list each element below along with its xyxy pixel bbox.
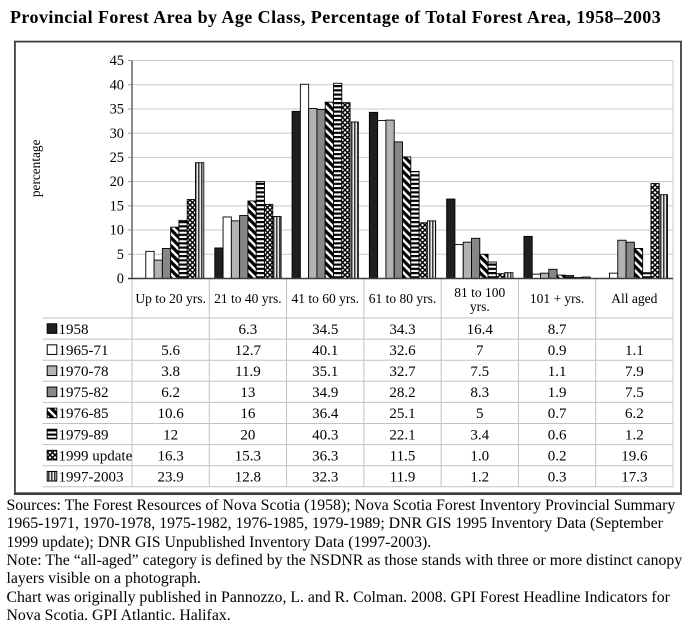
svg-text:All aged: All aged [611, 291, 657, 306]
svg-text:7: 7 [476, 343, 484, 359]
svg-text:41 to 60 yrs.: 41 to 60 yrs. [291, 291, 359, 306]
svg-text:1965-71: 1965-71 [59, 343, 109, 359]
svg-text:32.3: 32.3 [312, 469, 338, 485]
svg-text:1.2: 1.2 [625, 427, 644, 443]
svg-text:1997-2003: 1997-2003 [59, 469, 124, 485]
svg-text:10.6: 10.6 [158, 406, 185, 422]
svg-text:32.7: 32.7 [389, 364, 416, 380]
svg-text:percentage: percentage [28, 139, 43, 197]
svg-text:20: 20 [240, 427, 255, 443]
svg-text:23.9: 23.9 [158, 469, 184, 485]
svg-text:0: 0 [117, 271, 124, 287]
svg-text:7.5: 7.5 [625, 385, 644, 401]
svg-text:81 to 100: 81 to 100 [454, 285, 505, 300]
svg-text:0.3: 0.3 [548, 469, 567, 485]
svg-text:6.2: 6.2 [625, 406, 644, 422]
svg-text:61 to 80 yrs.: 61 to 80 yrs. [369, 291, 437, 306]
svg-text:15.3: 15.3 [235, 448, 261, 464]
svg-text:1.1: 1.1 [548, 364, 567, 380]
svg-text:1999 update: 1999 update [59, 448, 133, 464]
svg-text:34.9: 34.9 [312, 385, 338, 401]
svg-text:11.5: 11.5 [390, 448, 416, 464]
svg-text:16: 16 [240, 406, 256, 422]
svg-text:35: 35 [110, 102, 124, 118]
svg-text:22.1: 22.1 [389, 427, 415, 443]
svg-text:Up to 20 yrs.: Up to 20 yrs. [135, 291, 206, 306]
svg-text:7.5: 7.5 [470, 364, 489, 380]
svg-text:0.6: 0.6 [548, 427, 567, 443]
svg-text:32.6: 32.6 [389, 343, 416, 359]
svg-text:101 + yrs.: 101 + yrs. [530, 291, 585, 306]
svg-text:1958: 1958 [59, 322, 89, 338]
svg-text:17.3: 17.3 [621, 469, 647, 485]
svg-text:13: 13 [240, 385, 255, 401]
svg-text:5.6: 5.6 [161, 343, 180, 359]
svg-text:40.3: 40.3 [312, 427, 338, 443]
svg-text:1975-82: 1975-82 [59, 385, 109, 401]
svg-text:1970-78: 1970-78 [59, 364, 109, 380]
svg-text:21 to 40 yrs.: 21 to 40 yrs. [214, 291, 282, 306]
svg-text:40.1: 40.1 [312, 343, 338, 359]
svg-text:7.9: 7.9 [625, 364, 644, 380]
svg-text:1.9: 1.9 [548, 385, 567, 401]
svg-text:6.2: 6.2 [161, 385, 180, 401]
svg-text:0.7: 0.7 [548, 406, 567, 422]
svg-text:34.3: 34.3 [389, 322, 415, 338]
svg-text:12.8: 12.8 [235, 469, 261, 485]
svg-text:3.8: 3.8 [161, 364, 180, 380]
svg-text:20: 20 [110, 174, 124, 190]
svg-text:35.1: 35.1 [312, 364, 338, 380]
svg-text:12.7: 12.7 [235, 343, 262, 359]
svg-text:16.3: 16.3 [158, 448, 184, 464]
svg-text:3.4: 3.4 [470, 427, 489, 443]
svg-text:15: 15 [110, 198, 124, 214]
svg-text:30: 30 [110, 126, 124, 142]
svg-text:11.9: 11.9 [235, 364, 261, 380]
svg-text:16.4: 16.4 [467, 322, 494, 338]
svg-text:1.0: 1.0 [470, 448, 489, 464]
svg-text:6.3: 6.3 [239, 322, 258, 338]
svg-text:25.1: 25.1 [389, 406, 415, 422]
svg-text:36.4: 36.4 [312, 406, 339, 422]
svg-text:36.3: 36.3 [312, 448, 338, 464]
svg-text:12: 12 [163, 427, 178, 443]
svg-text:0.2: 0.2 [548, 448, 567, 464]
svg-text:1979-89: 1979-89 [59, 427, 109, 443]
svg-text:10: 10 [110, 223, 124, 239]
svg-text:8.3: 8.3 [470, 385, 489, 401]
svg-text:45: 45 [110, 53, 124, 69]
svg-text:19.6: 19.6 [621, 448, 648, 464]
svg-text:5: 5 [476, 406, 484, 422]
svg-text:34.5: 34.5 [312, 322, 338, 338]
svg-text:11.9: 11.9 [390, 469, 416, 485]
svg-text:5: 5 [117, 247, 124, 263]
svg-text:0.9: 0.9 [548, 343, 567, 359]
svg-text:1.2: 1.2 [470, 469, 489, 485]
svg-text:40: 40 [110, 77, 124, 93]
svg-text:1.1: 1.1 [625, 343, 644, 359]
svg-text:1976-85: 1976-85 [59, 406, 109, 422]
svg-text:28.2: 28.2 [389, 385, 415, 401]
svg-text:25: 25 [110, 150, 124, 166]
svg-text:yrs.: yrs. [470, 299, 490, 314]
svg-text:8.7: 8.7 [548, 322, 567, 338]
